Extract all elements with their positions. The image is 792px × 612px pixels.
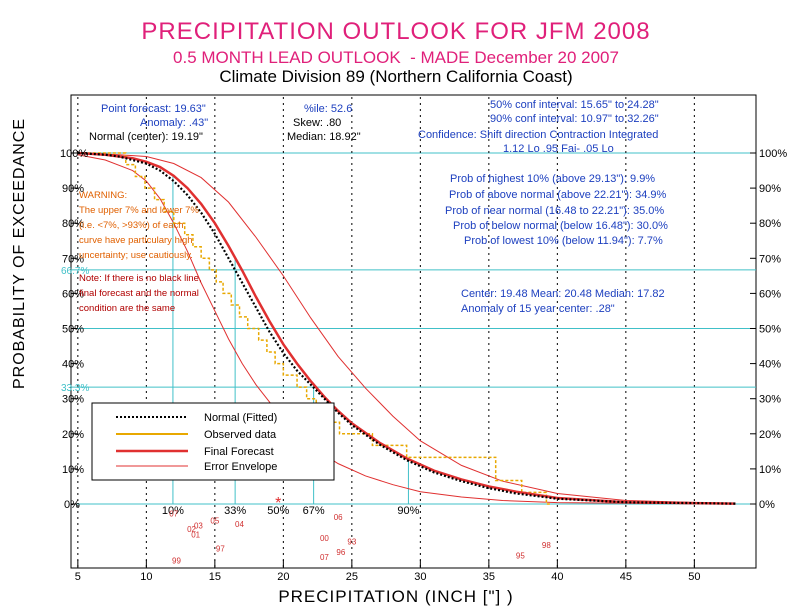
xtick-label: 20 [277, 571, 289, 583]
year-label: 03 [194, 522, 203, 531]
ytick-label-left: 100% [60, 148, 88, 160]
ytick-label-left: 90% [62, 183, 84, 195]
percentile-label: 50% [267, 505, 289, 517]
stat-anomaly: Anomaly: .43" [140, 117, 208, 129]
black-line-note: Note: If there is no black line, final f… [79, 273, 202, 314]
year-label: 05 [210, 516, 219, 525]
ytick-label-left: 50% [62, 324, 84, 336]
ytick-label-left: 70% [62, 253, 84, 265]
xtick-label: 25 [346, 571, 358, 583]
year-label: 02 [187, 525, 196, 534]
year-label: 00 [320, 534, 329, 543]
year-label: 95 [516, 551, 525, 560]
year-label: 07 [169, 509, 178, 518]
legend-label-envelope: Error Envelope [204, 461, 277, 473]
stat-confidence-values: 1.12 Lo .95 Fai- .05 Lo [503, 143, 614, 155]
note-line-2: final forecast and the normal [79, 288, 199, 299]
year-label: 04 [235, 520, 244, 529]
warning-line-4: curve have particulary high [79, 235, 193, 246]
prob-highest: Prob of highest 10% (above 29.13"): 9.9% [450, 173, 655, 185]
ytick-label-right: 10% [759, 464, 781, 476]
ytick-label-right: 60% [759, 288, 781, 300]
legend-label-normal: Normal (Fitted) [204, 412, 277, 424]
ytick-label-left: 80% [62, 218, 84, 230]
ytick-label-right: 90% [759, 183, 781, 195]
prob-below: Prob of below normal (below 16.48"): 30.… [453, 220, 668, 232]
note-line-3: condition are the same [79, 303, 175, 314]
year-label: 07 [320, 553, 329, 562]
series-error-envelope-upper [77, 152, 736, 505]
ytick-label-right: 0% [759, 499, 775, 511]
plot-frame [70, 94, 757, 569]
legend-label-final: Final Forecast [204, 446, 274, 458]
chart-subtitle: 0.5 MONTH LEAD OUTLOOK - MADE December 2… [173, 48, 619, 67]
tercile-label: 66.7% [61, 266, 89, 277]
division-title: Climate Division 89 (Northern California… [219, 67, 573, 86]
xtick-label: 35 [483, 571, 495, 583]
percentile-label: 67% [303, 505, 325, 517]
percentile-label: 10% [162, 505, 184, 517]
center-mean-median: Center: 19.48 Mean: 20.48 Median: 17.82 [461, 288, 665, 300]
stat-normal-center: Normal (center): 19.19" [89, 131, 203, 143]
year-label: 99 [172, 557, 181, 566]
xtick-label: 30 [414, 571, 426, 583]
percentile-label: 90% [397, 505, 419, 517]
stat-confidence-header: Confidence: Shift direction Contraction … [418, 129, 658, 141]
tercile-label: 33.3% [61, 383, 89, 394]
ytick-label-right: 40% [759, 359, 781, 371]
warning-line-3: (i.e. <7%, >93%) of each [79, 220, 184, 231]
anomaly-15yr: Anomaly of 15 year center: .28" [461, 303, 615, 315]
xtick-label: 40 [551, 571, 563, 583]
xtick-label: 10 [140, 571, 152, 583]
xtick-label: 15 [209, 571, 221, 583]
ytick-label-right: 20% [759, 429, 781, 441]
x-axis-label: PRECIPITATION (INCH ["] ) [278, 587, 514, 606]
legend-label-observed: Observed data [204, 429, 277, 441]
ytick-label-left: 60% [62, 288, 84, 300]
year-label: 06 [334, 513, 343, 522]
legend: Normal (Fitted) Observed data Final Fore… [91, 402, 335, 481]
ytick-label-left: 20% [62, 429, 84, 441]
series-observed-data [77, 152, 552, 505]
year-label: 96 [336, 548, 345, 557]
warning-line-5: uncertainty; use cautiously. [79, 250, 193, 261]
percentile-label: 33% [224, 505, 246, 517]
year-label: 97 [216, 544, 225, 553]
year-label: 98 [542, 541, 551, 550]
warning-line-1: WARNING: [79, 190, 127, 201]
note-line-1: Note: If there is no black line, [79, 273, 202, 284]
chart-title: PRECIPITATION OUTLOOK FOR JFM 2008 [141, 18, 651, 45]
stat-skew: Skew: .80 [293, 117, 341, 129]
warning-line-2: The upper 7% and lower 7% [79, 205, 199, 216]
ytick-label-right: 50% [759, 324, 781, 336]
stat-point-forecast: Point forecast: 19.63" [101, 103, 206, 115]
prob-near: Prob of near normal (16.48 to 22.21"): 3… [445, 205, 664, 217]
prob-above: Prob of above normal (above 22.21"): 34.… [449, 189, 667, 201]
ytick-label-right: 70% [759, 253, 781, 265]
year-label: 01 [191, 530, 200, 539]
ytick-label-right: 100% [759, 148, 787, 160]
ytick-label-right: 80% [759, 218, 781, 230]
ytick-label-left: 10% [62, 464, 84, 476]
ytick-label-left: 0% [64, 499, 80, 511]
stat-ile: %ile: 52.6 [304, 103, 352, 115]
xtick-label: 45 [620, 571, 632, 583]
prob-lowest: Prob of lowest 10% (below 11.94"): 7.7% [464, 235, 663, 247]
year-label: 93 [347, 537, 356, 546]
ytick-label-right: 30% [759, 394, 781, 406]
stat-conf50: 50% conf interval: 15.65" to 24.28" [490, 99, 659, 111]
ytick-label-left: 40% [62, 359, 84, 371]
point-forecast-marker: * [275, 495, 281, 512]
ytick-label-left: 30% [62, 394, 84, 406]
warning-note: WARNING: The upper 7% and lower 7% (i.e.… [79, 190, 199, 261]
series-final-forecast [77, 151, 736, 505]
stat-conf90: 90% conf interval: 10.97" to 32.26" [490, 113, 659, 125]
series-error-envelope-lower [77, 154, 736, 505]
stat-median: Median: 18.92" [287, 131, 361, 143]
xtick-label: 50 [688, 571, 700, 583]
xtick-label: 5 [75, 571, 81, 583]
